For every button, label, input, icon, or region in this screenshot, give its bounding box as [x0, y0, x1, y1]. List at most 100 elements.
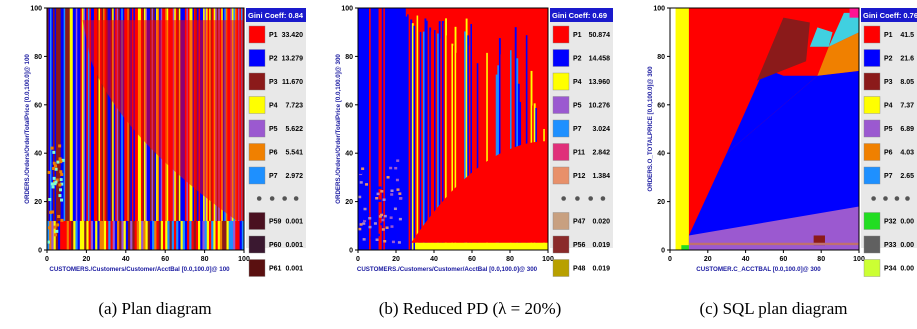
plan-region	[54, 164, 58, 168]
legend-value-label: 0.001	[285, 242, 303, 249]
plan-region	[378, 215, 382, 218]
legend-swatch	[863, 49, 881, 67]
plan-region-p5	[688, 206, 859, 236]
legend-value-label: 2.972	[285, 173, 303, 180]
plan-region	[202, 220, 205, 250]
plan-region	[370, 8, 373, 250]
plan-region	[383, 8, 386, 250]
legend-plan-label: P12	[573, 173, 586, 180]
plan-region	[213, 220, 216, 250]
legend-swatch	[248, 72, 266, 91]
legend-swatch	[552, 25, 570, 44]
plan-region-p2	[726, 68, 818, 154]
plan-region	[58, 183, 62, 187]
legend-swatch	[248, 235, 266, 254]
plan-region	[446, 35, 449, 250]
legend-value-label: 4.03	[900, 150, 914, 157]
plan-region	[50, 210, 54, 214]
plan-region	[359, 223, 363, 226]
plan-region	[367, 8, 370, 250]
legend-swatch	[863, 119, 881, 138]
legend-value-label: 7.37	[900, 103, 914, 110]
plan-region	[389, 216, 393, 219]
plan-region	[191, 220, 194, 250]
plan-region	[430, 31, 433, 251]
plan-region	[152, 220, 155, 250]
legend-ellipsis-dot	[894, 196, 900, 201]
legend-plan-label: P34	[884, 266, 897, 273]
plan-region	[48, 197, 52, 201]
legend-plan-label: P32	[884, 219, 897, 226]
plan-region	[121, 8, 124, 250]
plan-region	[124, 8, 127, 250]
plan-region	[58, 144, 62, 148]
plan-region	[849, 8, 859, 18]
legend-plan-label: P5	[884, 126, 893, 133]
plan-region	[130, 220, 133, 250]
plan-region	[380, 190, 384, 193]
plan-region	[456, 52, 459, 250]
legend-plan-label: P33	[884, 242, 897, 249]
plan-region	[71, 220, 74, 250]
plan-region	[396, 159, 400, 162]
legend-ellipsis-dot	[575, 196, 580, 201]
reduced-pd-panel: 0 20 40 60 80 100 0 20 40 60 80 100 CUSTOMERS./Custo…	[310, 0, 630, 329]
plan-region	[95, 8, 98, 250]
y-tick-label: 20	[34, 199, 42, 206]
legend-value-label: 2.65	[900, 173, 914, 180]
x-tick-label: 100	[238, 256, 250, 263]
plan-region	[84, 220, 87, 250]
plan-region	[89, 8, 92, 250]
plan-region	[462, 13, 465, 251]
legend-value-label: 11.670	[282, 79, 303, 86]
plan-region	[237, 220, 240, 250]
plan-region	[173, 220, 177, 250]
plan-region	[53, 233, 57, 237]
plan-region	[358, 227, 362, 231]
plan-region	[376, 192, 380, 196]
y-tick-label: 80	[657, 54, 665, 61]
plan-region	[48, 226, 52, 230]
plan-region	[494, 56, 497, 250]
legend-value-label: 0.00	[900, 242, 914, 249]
legend-value-label: 5.622	[285, 126, 303, 133]
y-tick-label: 80	[34, 54, 42, 61]
plan-region	[123, 220, 127, 250]
legend-swatch	[552, 96, 570, 114]
plan-region	[128, 8, 131, 250]
plan-region	[125, 220, 129, 250]
plan-region-p5	[688, 235, 859, 250]
plan-region	[224, 220, 227, 250]
plan-region	[103, 8, 105, 250]
plan-region	[158, 220, 162, 250]
plan-region	[60, 218, 64, 222]
plan-region	[136, 220, 140, 250]
plan-region	[54, 167, 58, 171]
plan-region	[56, 8, 58, 250]
plan-region	[165, 220, 168, 250]
plan-region	[375, 196, 379, 200]
plan-region-p4	[675, 8, 682, 250]
legend-value-label: 6.89	[900, 126, 914, 133]
plan-region-p6	[817, 32, 859, 76]
legend-plan-label: P6	[269, 150, 278, 157]
plan-region	[97, 8, 99, 250]
plan-region	[60, 198, 64, 202]
plan-region	[375, 8, 378, 250]
plan-region	[483, 35, 485, 250]
plan-region	[464, 31, 466, 250]
plan-region	[368, 225, 372, 229]
plan-region	[368, 217, 372, 220]
plan-region	[147, 220, 151, 250]
plan-region	[119, 8, 122, 250]
plan-region	[373, 8, 376, 250]
x-tick-label: 0	[668, 256, 672, 263]
plan-region	[511, 28, 514, 251]
plan-region	[171, 220, 175, 250]
plan-region	[69, 8, 72, 250]
plan-region	[358, 206, 362, 209]
plan-region	[398, 217, 402, 221]
plan-region	[397, 241, 401, 244]
legend-ellipsis-dot	[561, 196, 566, 201]
legend-swatch	[552, 119, 570, 138]
